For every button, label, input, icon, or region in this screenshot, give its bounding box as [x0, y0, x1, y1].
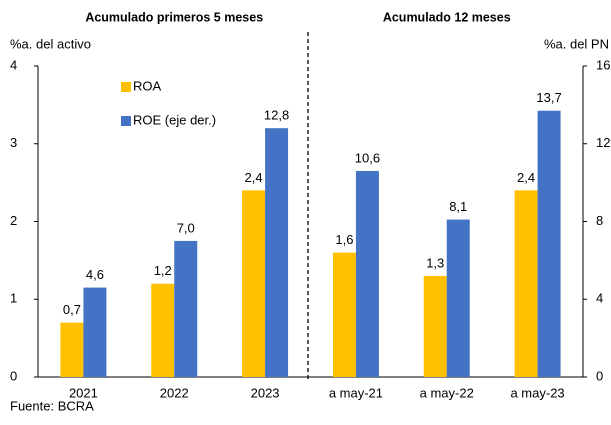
y-tick-label: 0	[10, 368, 17, 383]
group-label: Acumulado 12 meses	[383, 10, 511, 24]
y-tick-label: 2	[10, 213, 17, 228]
value-label: 7,0	[177, 220, 195, 235]
y-tick-label: 4	[10, 57, 17, 72]
legend-swatch	[121, 116, 131, 126]
bar	[151, 283, 175, 377]
x-tick-label: 2023	[251, 385, 280, 400]
value-label: 1,2	[154, 263, 172, 278]
bar	[537, 110, 561, 378]
bar	[174, 240, 198, 377]
x-tick-label: 2021	[69, 385, 98, 400]
legend-label: ROA	[133, 78, 162, 93]
source: Fuente: BCRA	[10, 398, 94, 413]
y-axis-label: %a. del activo	[10, 36, 91, 51]
value-label: 1,6	[335, 232, 353, 247]
legend-label: ROE (eje der.)	[133, 112, 216, 127]
bar	[242, 190, 266, 377]
value-label: 13,7	[536, 90, 561, 105]
y2-tick-label: 0	[596, 368, 603, 383]
value-label: 12,8	[264, 108, 289, 123]
y-tick-label: 3	[10, 135, 17, 150]
legend-swatch	[121, 82, 131, 92]
value-label: 2,4	[517, 170, 535, 185]
value-label: 0,7	[63, 302, 81, 317]
y-tick-label: 1	[10, 291, 17, 306]
bar	[514, 190, 538, 377]
bar	[423, 275, 447, 377]
y2-tick-label: 12	[596, 135, 610, 150]
x-tick-label: a may-21	[329, 385, 383, 400]
value-label: 4,6	[86, 267, 104, 282]
y2-tick-label: 8	[596, 213, 603, 228]
value-label: 1,3	[426, 255, 444, 270]
y2-tick-label: 16	[596, 57, 610, 72]
bar	[83, 287, 107, 377]
bar	[332, 252, 356, 377]
value-label: 8,1	[449, 199, 467, 214]
y2-axis-label: %a. del PN	[544, 36, 609, 51]
x-tick-label: a may-23	[510, 385, 564, 400]
bar	[265, 128, 289, 377]
bar	[355, 170, 379, 377]
bar	[60, 322, 84, 377]
value-label: 2,4	[245, 170, 263, 185]
value-label: 10,6	[355, 150, 380, 165]
bar	[446, 219, 470, 377]
group-label: Acumulado primeros 5 meses	[85, 10, 263, 24]
x-tick-label: 2022	[160, 385, 189, 400]
x-tick-label: a may-22	[420, 385, 474, 400]
y2-tick-label: 4	[596, 291, 603, 306]
